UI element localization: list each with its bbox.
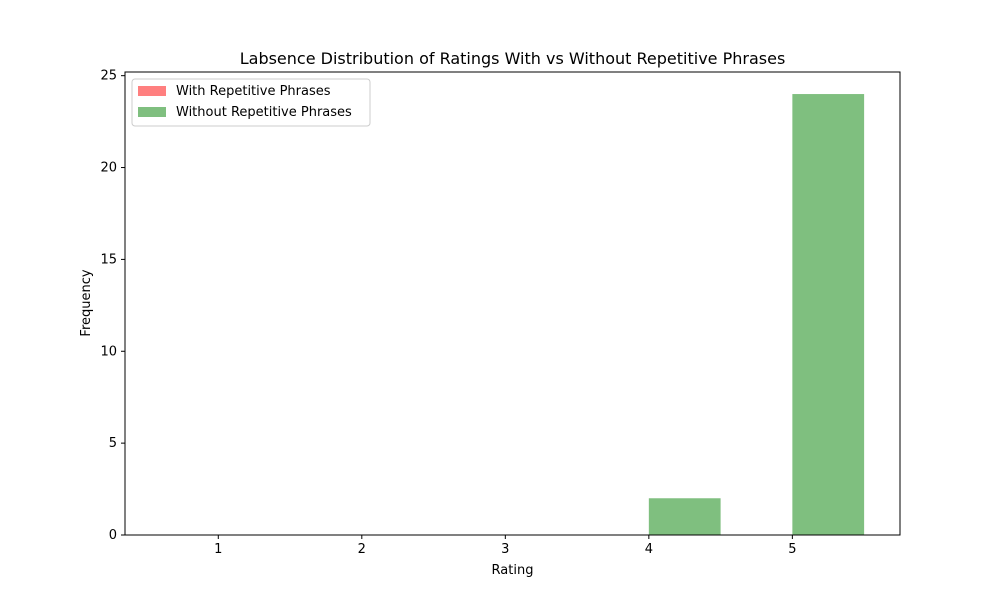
plot-area: 1 2 3 4 5 0 5 10 15 20 25 — [100, 69, 901, 557]
y-axis-label: Frequency — [79, 269, 94, 336]
bar-2-4 — [648, 498, 721, 535]
legend: With Repetitive Phrases Without Repetitiv… — [131, 78, 371, 127]
legend-label-1: With Repetitive Phrases — [176, 84, 331, 99]
x-tick-label-5: 5 — [788, 542, 796, 557]
x-tick-label-1: 1 — [214, 542, 222, 557]
x-tick-label-3: 3 — [501, 542, 509, 557]
y-tick-label-2: 5 — [109, 436, 117, 451]
x-axis-label: Rating — [492, 563, 534, 578]
y-tick-label-1: 0 — [109, 528, 117, 543]
legend-box — [131, 78, 371, 127]
bar-2-5 — [792, 94, 865, 536]
x-tick-label-2: 2 — [358, 542, 366, 557]
legend-swatch-2 — [138, 107, 166, 117]
y-tick-label-5: 20 — [100, 161, 117, 176]
legend-swatch-1 — [138, 86, 166, 96]
chart-title: Labsence Distribution of Ratings With vs… — [240, 49, 786, 68]
y-tick-label-6: 25 — [100, 69, 117, 84]
x-tick-label-4: 4 — [645, 542, 653, 557]
axes-frame — [124, 71, 901, 536]
legend-label-2: Without Repetitive Phrases — [176, 105, 352, 120]
y-tick-label-4: 15 — [100, 252, 117, 267]
y-tick-label-3: 10 — [100, 344, 117, 359]
